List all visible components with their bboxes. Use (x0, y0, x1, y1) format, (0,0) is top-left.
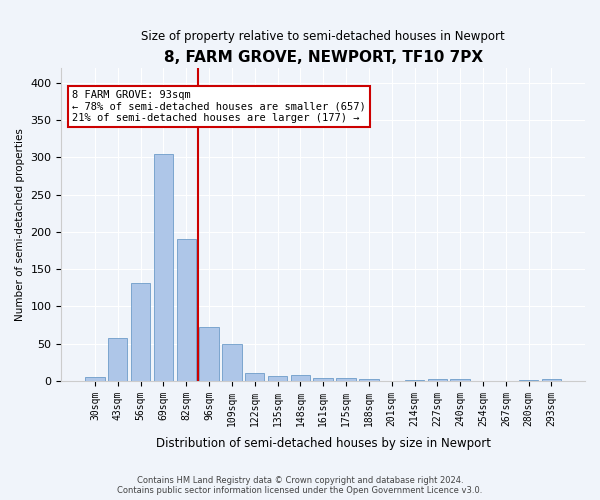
Bar (154, 154, 173, 381)
Bar (131, 284, 150, 381)
Bar (176, 240, 196, 381)
Bar (337, 378, 356, 381)
Bar (451, 378, 470, 381)
Bar (290, 375, 310, 381)
Title: 8, FARM GROVE, NEWPORT, TF10 7PX: 8, FARM GROVE, NEWPORT, TF10 7PX (164, 50, 483, 66)
Bar (428, 378, 447, 381)
Bar (199, 326, 219, 381)
Bar (268, 376, 287, 381)
Y-axis label: Number of semi-detached properties: Number of semi-detached properties (15, 128, 25, 321)
Bar (245, 374, 265, 381)
Bar (405, 380, 424, 381)
Text: 8 FARM GROVE: 93sqm
← 78% of semi-detached houses are smaller (657)
21% of semi-: 8 FARM GROVE: 93sqm ← 78% of semi-detach… (72, 90, 365, 123)
Bar (313, 378, 333, 381)
Bar (108, 338, 127, 381)
X-axis label: Distribution of semi-detached houses by size in Newport: Distribution of semi-detached houses by … (156, 437, 491, 450)
Text: Size of property relative to semi-detached houses in Newport: Size of property relative to semi-detach… (142, 30, 505, 43)
Text: Contains HM Land Registry data © Crown copyright and database right 2024.
Contai: Contains HM Land Registry data © Crown c… (118, 476, 482, 495)
Bar (85, 377, 104, 381)
Bar (519, 380, 538, 381)
Bar (222, 344, 242, 381)
Bar (359, 380, 379, 381)
Bar (542, 380, 561, 381)
